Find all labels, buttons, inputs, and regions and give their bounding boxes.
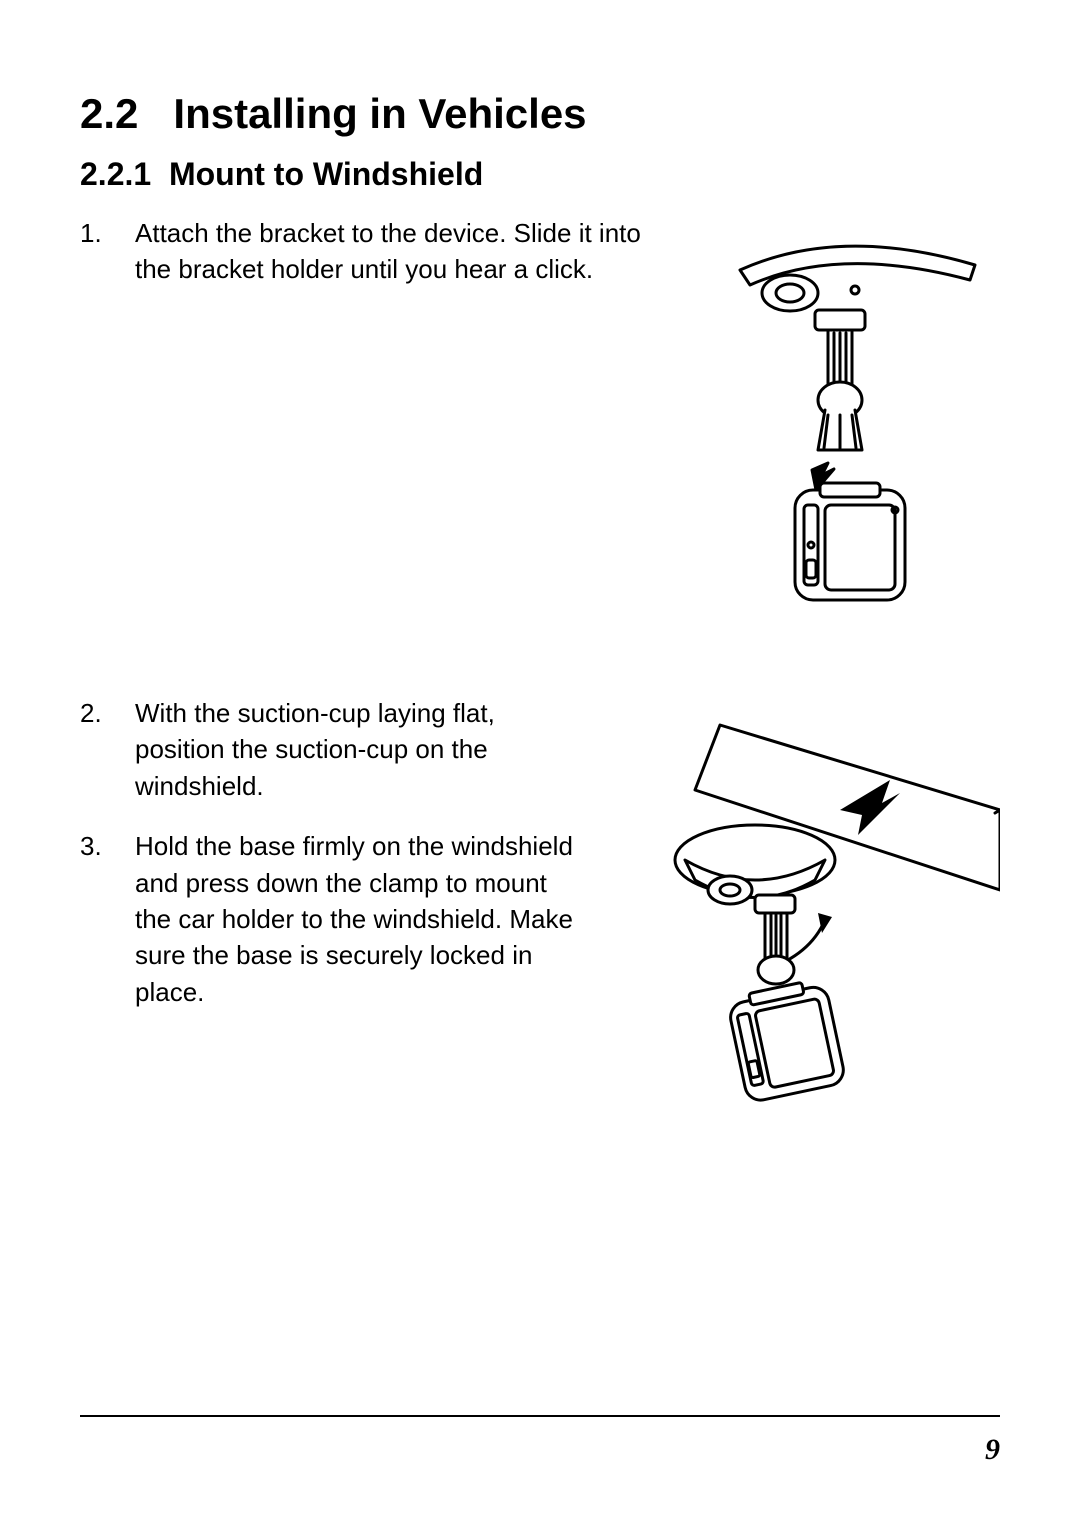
figure-1-container [680,215,1000,615]
step-3-text: Hold the base firmly on the windshield a… [135,828,580,1010]
step-3: 3. Hold the base firmly on the windshiel… [80,828,580,1010]
step-1-number: 1. [80,215,135,288]
windshield-mount-figure [600,695,1000,1125]
bracket-device-figure [700,215,980,615]
subsection-title-text: Mount to Windshield [169,156,483,192]
footer-rule [80,1415,1000,1417]
subsection-number: 2.2.1 [80,156,151,192]
section-number: 2.2 [80,90,138,137]
figure-2-container [600,695,1000,1125]
section-title-text: Installing in Vehicles [173,90,586,137]
step-3-number: 3. [80,828,135,1010]
step-2: 2. With the suction-cup laying flat, pos… [80,695,580,804]
text-column-2: 2. With the suction-cup laying flat, pos… [80,695,600,1034]
section-title: 2.2 Installing in Vehicles [80,90,1000,138]
step-2-text: With the suction-cup laying flat, positi… [135,695,580,804]
step-2-number: 2. [80,695,135,804]
text-column-1: 1. Attach the bracket to the device. Sli… [80,215,680,312]
content-block-2: 2. With the suction-cup laying flat, pos… [80,695,1000,1125]
subsection-title: 2.2.1 Mount to Windshield [80,156,1000,193]
step-1: 1. Attach the bracket to the device. Sli… [80,215,660,288]
page-number: 9 [985,1433,1000,1467]
step-1-text: Attach the bracket to the device. Slide … [135,215,660,288]
content-block-1: 1. Attach the bracket to the device. Sli… [80,215,1000,615]
manual-page: 2.2 Installing in Vehicles 2.2.1 Mount t… [0,0,1080,1527]
